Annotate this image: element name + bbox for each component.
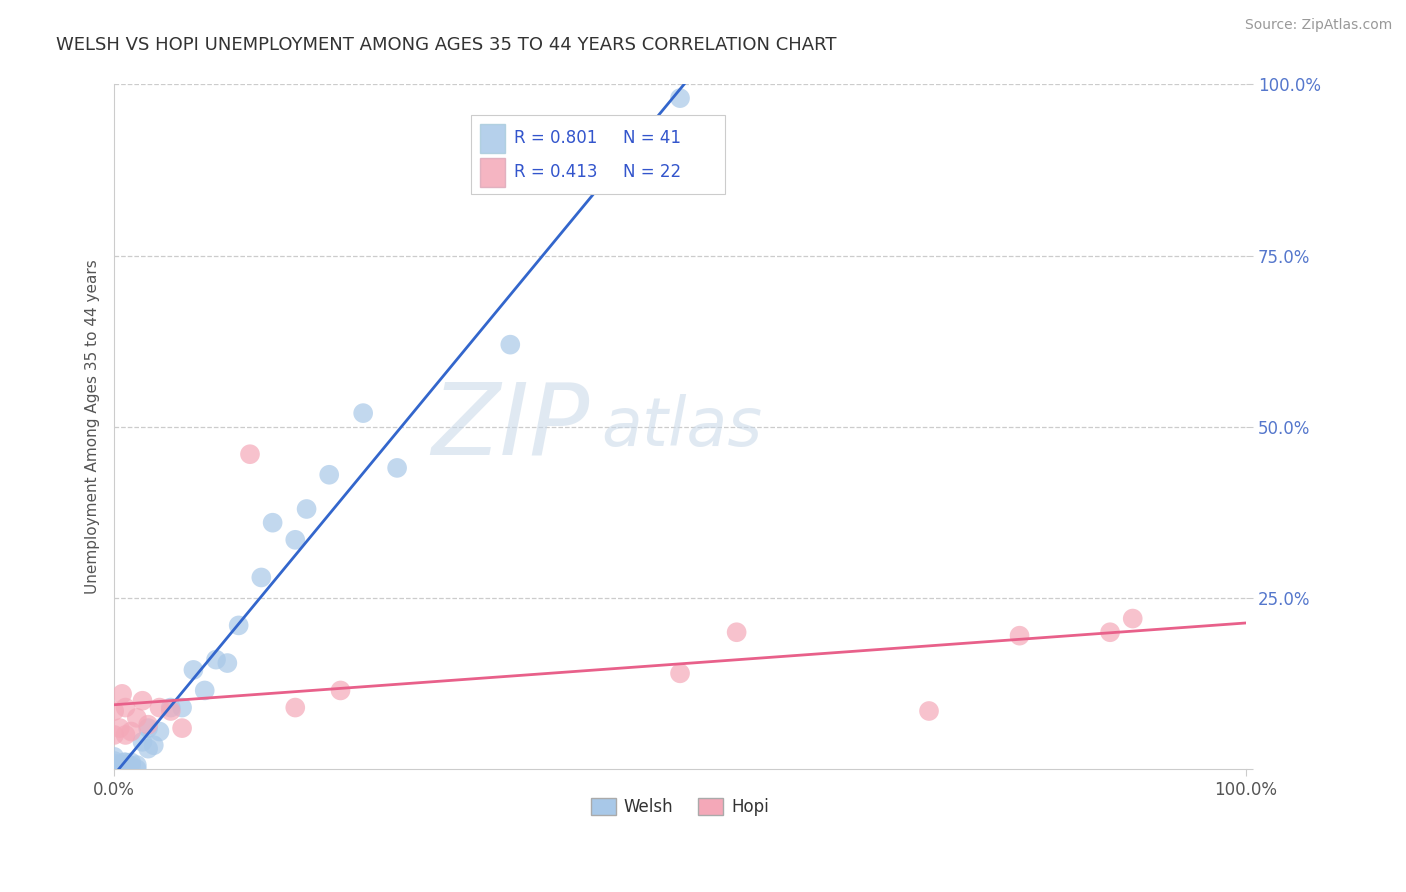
Point [103, 704, 125, 718]
Text: R = 0.413: R = 0.413 [513, 163, 598, 181]
Point [148, 724, 170, 739]
Point [205, 653, 228, 667]
Point [239, 447, 262, 461]
Point [136, 717, 159, 731]
Point [142, 738, 165, 752]
Point [217, 656, 239, 670]
Point [125, 762, 148, 776]
Point [131, 735, 153, 749]
FancyBboxPatch shape [471, 115, 725, 194]
Point [284, 700, 307, 714]
Text: Source: ZipAtlas.com: Source: ZipAtlas.com [1244, 18, 1392, 32]
Point [318, 467, 340, 482]
Bar [479, 159, 505, 187]
Point [112, 756, 135, 770]
Text: R = 0.801: R = 0.801 [513, 128, 598, 147]
Point [499, 337, 522, 351]
Point [114, 758, 136, 772]
Text: N = 22: N = 22 [623, 163, 682, 181]
Point [725, 625, 748, 640]
Point [172, 700, 194, 714]
Point [136, 721, 159, 735]
Point [108, 721, 131, 735]
Point [114, 760, 136, 774]
Text: WELSH VS HOPI UNEMPLOYMENT AMONG AGES 35 TO 44 YEARS CORRELATION CHART: WELSH VS HOPI UNEMPLOYMENT AMONG AGES 35… [56, 36, 837, 54]
Text: atlas: atlas [600, 393, 762, 459]
Point [183, 663, 205, 677]
Point [103, 762, 125, 776]
Point [114, 728, 136, 742]
Point [120, 724, 142, 739]
Point [103, 750, 125, 764]
Point [131, 694, 153, 708]
Point [250, 570, 273, 584]
Point [103, 756, 125, 771]
Point [125, 758, 148, 772]
Legend: Welsh, Hopi: Welsh, Hopi [583, 791, 776, 822]
Point [103, 758, 125, 772]
Point [385, 461, 408, 475]
Point [669, 666, 692, 681]
Point [194, 683, 217, 698]
Point [108, 758, 131, 772]
Point [120, 758, 142, 772]
Point [136, 741, 159, 756]
Point [107, 762, 129, 776]
Point [111, 760, 134, 774]
Point [114, 700, 136, 714]
Point [352, 406, 374, 420]
Point [1099, 625, 1122, 640]
Bar [479, 124, 505, 153]
Point [159, 700, 181, 714]
Text: N = 41: N = 41 [623, 128, 682, 147]
Point [114, 756, 136, 770]
Point [120, 756, 142, 770]
Point [107, 760, 129, 774]
Point [918, 704, 941, 718]
Point [103, 728, 125, 742]
Point [159, 704, 181, 718]
Point [111, 687, 134, 701]
Point [112, 758, 135, 772]
Point [114, 762, 136, 776]
Point [1008, 629, 1031, 643]
Point [108, 762, 131, 776]
Point [284, 533, 307, 547]
Point [148, 700, 170, 714]
Point [329, 683, 352, 698]
Y-axis label: Unemployment Among Ages 35 to 44 years: Unemployment Among Ages 35 to 44 years [86, 260, 100, 594]
Point [262, 516, 284, 530]
Text: ZIP: ZIP [432, 378, 589, 475]
Point [295, 502, 318, 516]
Point [103, 754, 125, 768]
Point [125, 711, 148, 725]
Point [1122, 611, 1144, 625]
Point [172, 721, 194, 735]
Point [669, 91, 692, 105]
Point [228, 618, 250, 632]
